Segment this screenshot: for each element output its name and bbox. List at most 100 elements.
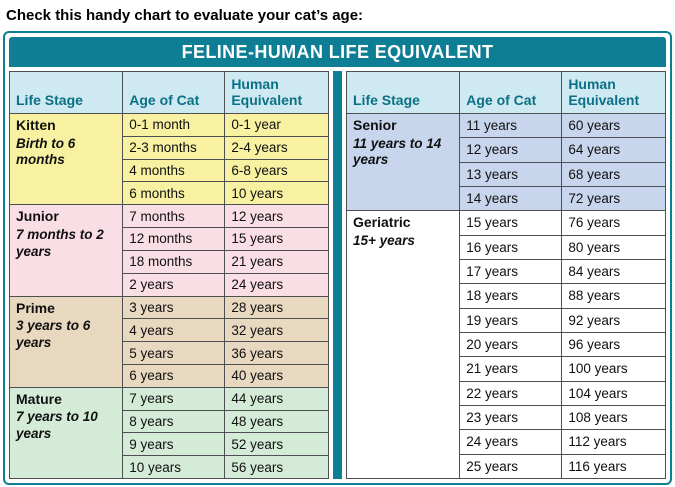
human-equivalent-cell: 10 years xyxy=(224,181,329,206)
cat-age-cell: 22 years xyxy=(459,380,563,406)
life-stage-name: Kitten xyxy=(16,117,56,133)
table-row: 10 years 56 years xyxy=(10,455,329,479)
human-equivalent-cell: 52 years xyxy=(224,432,329,457)
cat-age-cell: 20 years xyxy=(459,331,563,358)
life-stage-name: Geriatric xyxy=(353,214,411,231)
human-equivalent-cell: 104 years xyxy=(561,380,666,406)
human-equivalent-cell: 32 years xyxy=(224,318,329,343)
human-equivalent-cell: 72 years xyxy=(561,185,666,212)
cat-age-cell: 3 years xyxy=(122,295,226,320)
table-row: Kitten Birth to 6 months 0-1 month 0-1 year xyxy=(8,112,329,206)
cat-age-cell: 23 years xyxy=(459,404,563,431)
cat-age-cell: 2 years xyxy=(122,272,226,297)
right-age-table: Life Stage Age of Cat Human Equivalent Seni… xyxy=(345,71,666,480)
table-row: 22 years 104 years xyxy=(347,380,666,406)
left-age-table: Life Stage Age of Cat Human Equivalent Kitt… xyxy=(8,71,329,480)
human-equivalent-cell: 112 years xyxy=(561,429,666,455)
table-row: Senior 11 years to 14 years 11 years 60 yea… xyxy=(345,112,666,212)
table-divider xyxy=(333,71,342,479)
life-stage-range: 11 years to 14 years xyxy=(353,135,442,168)
table-row: 2-3 months 2-4 years xyxy=(10,135,329,160)
table-row: 17 years 84 years xyxy=(347,258,666,285)
table-row: Junior 7 months to 2 years 7 months 12 year… xyxy=(8,204,329,297)
human-equivalent-cell: 36 years xyxy=(224,341,329,365)
human-equivalent-cell: 12 years xyxy=(224,204,329,229)
human-equivalent-cell: 76 years xyxy=(561,210,666,236)
cat-age-cell: 8 years xyxy=(122,409,226,434)
life-stage-name: Mature xyxy=(16,390,62,407)
column-header: Age of Cat xyxy=(459,71,563,114)
cat-age-cell: 7 years xyxy=(122,386,226,411)
life-stage-range: Birth to 6 months xyxy=(16,135,76,168)
cat-age-cell: 18 years xyxy=(459,283,563,309)
human-equivalent-cell: 60 years xyxy=(561,112,666,139)
cat-age-cell: 16 years xyxy=(459,234,563,260)
table-row: Prime 3 years to 6 years 3 years 28 years xyxy=(8,295,329,388)
life-stage-range: 7 years to 10 years xyxy=(16,409,98,442)
cat-age-cell: 17 years xyxy=(459,258,563,285)
table-row: Mature 7 years to 10 years 7 years 44 years xyxy=(8,386,329,480)
cat-age-cell: 18 months xyxy=(122,249,226,274)
life-stage-range: 15+ years xyxy=(353,232,415,248)
cat-age-cell: 12 months xyxy=(122,227,226,251)
table-row: 20 years 96 years xyxy=(347,331,666,358)
cat-age-cell: 0-1 month xyxy=(122,113,226,137)
cat-age-cell: 15 years xyxy=(459,210,563,236)
cat-age-cell: 19 years xyxy=(459,307,563,333)
table-row: 21 years 100 years xyxy=(347,356,666,382)
cat-age-cell: 11 years xyxy=(459,112,563,139)
cat-age-cell: 12 years xyxy=(459,137,563,163)
cat-age-cell: 6 months xyxy=(122,181,226,206)
page-heading: Check this handy chart to evaluate your … xyxy=(6,7,364,24)
life-stage-name: Senior xyxy=(353,117,397,133)
table-row: 24 years 112 years xyxy=(347,429,666,455)
life-stage-cell: Junior 7 months to 2 years xyxy=(8,204,124,297)
cat-age-cell: 25 years xyxy=(459,453,563,480)
human-equivalent-cell: 88 years xyxy=(561,283,666,309)
column-header: Human Equivalent xyxy=(224,71,329,114)
life-stage-range: 3 years to 6 years xyxy=(16,318,91,350)
human-equivalent-cell: 0-1 year xyxy=(224,113,329,137)
human-equivalent-cell: 44 years xyxy=(224,386,329,411)
table-row: 18 months 21 years xyxy=(10,249,329,274)
human-equivalent-cell: 15 years xyxy=(224,227,329,251)
table-row: 6 months 10 years xyxy=(10,181,329,206)
human-equivalent-cell: 48 years xyxy=(224,409,329,434)
cat-age-cell: 21 years xyxy=(459,356,563,382)
table-row: 2 years 24 years xyxy=(10,272,329,297)
table-row: 12 years 64 years xyxy=(347,137,666,163)
human-equivalent-cell: 96 years xyxy=(561,331,666,358)
table-row: 12 months 15 years xyxy=(10,227,329,251)
cat-age-cell: 7 months xyxy=(122,204,226,229)
table-row: 14 years 72 years xyxy=(347,185,666,212)
cat-age-cell: 6 years xyxy=(122,363,226,388)
human-equivalent-cell: 2-4 years xyxy=(224,135,329,160)
column-header: Age of Cat xyxy=(122,71,226,114)
human-equivalent-cell: 28 years xyxy=(224,295,329,320)
table-row: 4 months 6-8 years xyxy=(10,158,329,183)
life-stage-cell: Prime 3 years to 6 years xyxy=(8,295,124,388)
column-header: Human Equivalent xyxy=(561,71,666,114)
human-equivalent-cell: 92 years xyxy=(561,307,666,333)
table-row: Geriatric 15+ years 15 years 76 years xyxy=(345,210,666,479)
tables-container: Life Stage Age of Cat Human Equivalent Kitt… xyxy=(8,71,666,480)
header-row: Life Stage Age of Cat Human Equivalent xyxy=(8,71,329,114)
column-header: Life Stage xyxy=(345,71,461,114)
cat-age-cell: 14 years xyxy=(459,185,563,212)
table-row: 6 years 40 years xyxy=(10,363,329,388)
human-equivalent-cell: 116 years xyxy=(561,453,666,480)
human-equivalent-cell: 68 years xyxy=(561,161,666,187)
human-equivalent-cell: 64 years xyxy=(561,137,666,163)
table-row: 16 years 80 years xyxy=(347,234,666,260)
human-equivalent-cell: 100 years xyxy=(561,356,666,382)
table-row: 23 years 108 years xyxy=(347,404,666,431)
life-stage-name: Prime xyxy=(16,299,55,316)
life-stage-name: Junior xyxy=(16,208,59,225)
table-row: 8 years 48 years xyxy=(10,409,329,434)
cat-age-cell: 2-3 months xyxy=(122,135,226,160)
table-row: 13 years 68 years xyxy=(347,161,666,187)
life-stage-cell: Senior 11 years to 14 years xyxy=(345,112,461,212)
cat-age-cell: 13 years xyxy=(459,161,563,187)
human-equivalent-cell: 108 years xyxy=(561,404,666,431)
